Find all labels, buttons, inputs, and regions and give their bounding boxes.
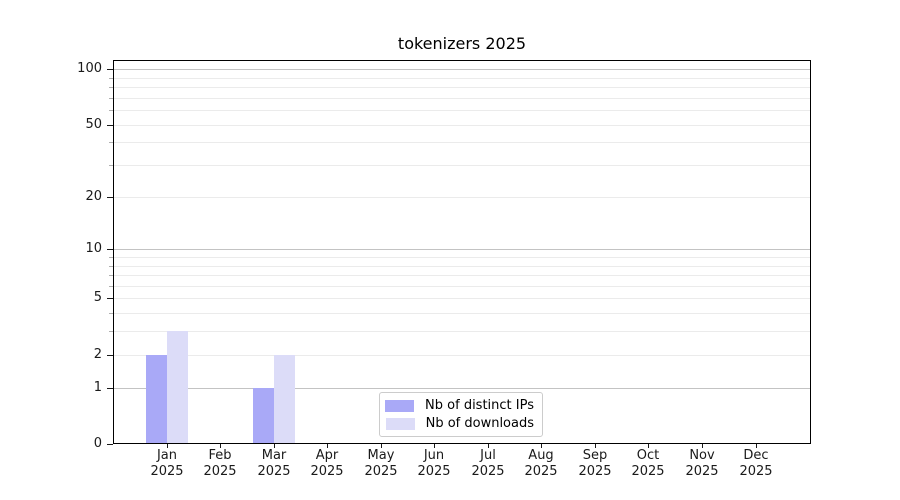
- bar-nb-of-downloads-mar-2025: [274, 355, 295, 443]
- y-gridline-minor: [114, 125, 810, 126]
- bar-nb-of-downloads-jan-2025: [167, 331, 188, 443]
- y-minor-tick: [109, 165, 113, 166]
- y-gridline-major: [114, 69, 810, 70]
- y-gridline-minor: [114, 286, 810, 287]
- y-tick-label: 50: [85, 117, 102, 132]
- y-gridline-minor: [114, 257, 810, 258]
- legend-entry-distinct-ips: Nb of distinct IPs: [385, 398, 534, 413]
- y-tick: [107, 69, 113, 70]
- y-minor-tick: [109, 110, 113, 111]
- x-tick: [756, 444, 757, 448]
- y-gridline-major: [114, 388, 810, 389]
- y-minor-tick: [109, 275, 113, 276]
- y-gridline-minor: [114, 165, 810, 166]
- y-gridline-minor: [114, 331, 810, 332]
- x-tick: [541, 444, 542, 448]
- legend-swatch-distinct-ips: [385, 399, 415, 412]
- y-gridline-minor: [114, 98, 810, 99]
- y-tick-label: 5: [93, 290, 102, 305]
- y-gridline-major: [114, 249, 810, 250]
- legend-label-downloads: Nb of downloads: [425, 416, 534, 431]
- x-tick-label-dec-2025: Dec 2025: [739, 448, 773, 479]
- y-gridline-minor: [114, 142, 810, 143]
- legend: Nb of distinct IPs Nb of downloads: [379, 392, 543, 437]
- y-gridline-minor: [114, 87, 810, 88]
- x-tick: [595, 444, 596, 448]
- chart-title: tokenizers 2025: [397, 34, 527, 53]
- x-tick: [274, 444, 275, 448]
- y-tick: [107, 388, 113, 389]
- y-tick-label: 0: [93, 436, 102, 451]
- y-minor-tick: [109, 286, 113, 287]
- x-tick: [220, 444, 221, 448]
- y-tick: [107, 197, 113, 198]
- y-gridline-minor: [114, 298, 810, 299]
- bar-nb-of-distinct-ips-mar-2025: [253, 388, 274, 443]
- legend-swatch-downloads: [385, 417, 415, 430]
- x-tick-label-sep-2025: Sep 2025: [578, 448, 612, 479]
- x-tick-label-oct-2025: Oct 2025: [631, 448, 665, 479]
- x-tick: [702, 444, 703, 448]
- y-minor-tick: [109, 331, 113, 332]
- y-tick-label: 2: [93, 347, 102, 362]
- y-minor-tick: [109, 98, 113, 99]
- plot-area: [113, 60, 811, 444]
- y-tick-label: 100: [77, 61, 102, 76]
- x-tick-label-feb-2025: Feb 2025: [203, 448, 237, 479]
- y-minor-tick: [109, 257, 113, 258]
- y-minor-tick: [109, 87, 113, 88]
- y-minor-tick: [109, 78, 113, 79]
- y-tick: [107, 249, 113, 250]
- x-tick-label-nov-2025: Nov 2025: [685, 448, 719, 479]
- y-gridline-minor: [114, 110, 810, 111]
- y-minor-tick: [109, 266, 113, 267]
- y-gridline-minor: [114, 78, 810, 79]
- x-tick: [434, 444, 435, 448]
- y-gridline-minor: [114, 197, 810, 198]
- y-gridline-minor: [114, 266, 810, 267]
- y-gridline-minor: [114, 355, 810, 356]
- x-tick-label-mar-2025: Mar 2025: [257, 448, 291, 479]
- x-tick-label-jun-2025: Jun 2025: [417, 448, 451, 479]
- x-tick-label-apr-2025: Apr 2025: [310, 448, 344, 479]
- y-tick-label: 20: [85, 189, 102, 204]
- y-gridline-minor: [114, 275, 810, 276]
- x-tick: [488, 444, 489, 448]
- x-tick-label-jan-2025: Jan 2025: [150, 448, 184, 479]
- y-tick: [107, 444, 113, 445]
- y-tick-label: 1: [93, 380, 102, 395]
- y-tick: [107, 355, 113, 356]
- y-minor-tick: [109, 142, 113, 143]
- legend-entry-downloads: Nb of downloads: [385, 416, 534, 431]
- y-minor-tick: [109, 313, 113, 314]
- x-tick: [167, 444, 168, 448]
- y-tick: [107, 298, 113, 299]
- y-gridline-minor: [114, 313, 810, 314]
- x-tick-label-aug-2025: Aug 2025: [524, 448, 558, 479]
- x-tick-label-may-2025: May 2025: [364, 448, 398, 479]
- legend-label-distinct-ips: Nb of distinct IPs: [425, 398, 534, 413]
- bar-nb-of-distinct-ips-jan-2025: [146, 355, 167, 443]
- x-tick-label-jul-2025: Jul 2025: [471, 448, 505, 479]
- y-tick-label: 10: [85, 241, 102, 256]
- x-tick: [648, 444, 649, 448]
- x-tick: [327, 444, 328, 448]
- x-tick: [381, 444, 382, 448]
- y-tick: [107, 125, 113, 126]
